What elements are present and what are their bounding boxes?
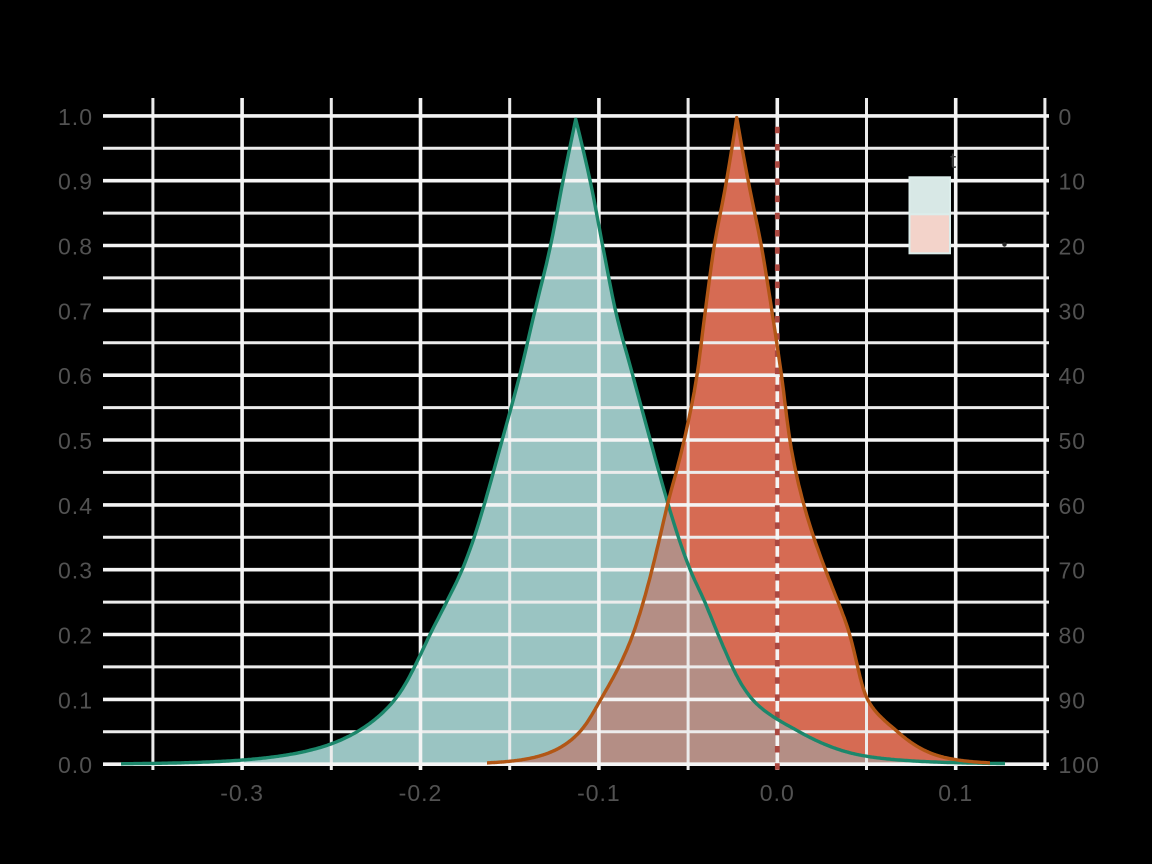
svg-text:0.3: 0.3 xyxy=(58,558,93,584)
svg-text:90: 90 xyxy=(1059,687,1087,713)
svg-text:100: 100 xyxy=(1059,752,1100,778)
svg-text:50: 50 xyxy=(1059,428,1087,454)
svg-text:-0.1: -0.1 xyxy=(577,780,621,806)
svg-text:t: t xyxy=(950,148,956,173)
svg-text:0.0: 0.0 xyxy=(760,780,795,806)
svg-text:0.1: 0.1 xyxy=(938,780,973,806)
svg-text:30: 30 xyxy=(1059,298,1087,324)
svg-text:0.8: 0.8 xyxy=(58,234,93,260)
svg-text:0.0: 0.0 xyxy=(58,752,93,778)
svg-text:10: 10 xyxy=(1059,169,1087,195)
svg-text:0.4: 0.4 xyxy=(58,493,93,519)
svg-text:0.6: 0.6 xyxy=(58,363,93,389)
svg-text:0.1: 0.1 xyxy=(58,687,93,713)
svg-text:40: 40 xyxy=(1059,363,1087,389)
svg-text:0.9: 0.9 xyxy=(58,169,93,195)
svg-text:-0.3: -0.3 xyxy=(220,780,264,806)
svg-text:0: 0 xyxy=(1059,104,1073,130)
svg-text:20: 20 xyxy=(1059,234,1087,260)
svg-text:80: 80 xyxy=(1059,623,1087,649)
svg-text:0.2: 0.2 xyxy=(58,623,93,649)
svg-text:0.5: 0.5 xyxy=(58,428,93,454)
svg-text:-0.2: -0.2 xyxy=(399,780,443,806)
svg-text:1.0: 1.0 xyxy=(58,104,93,130)
svg-text:70: 70 xyxy=(1059,558,1087,584)
svg-text:0.7: 0.7 xyxy=(58,298,93,324)
svg-text:60: 60 xyxy=(1059,493,1087,519)
